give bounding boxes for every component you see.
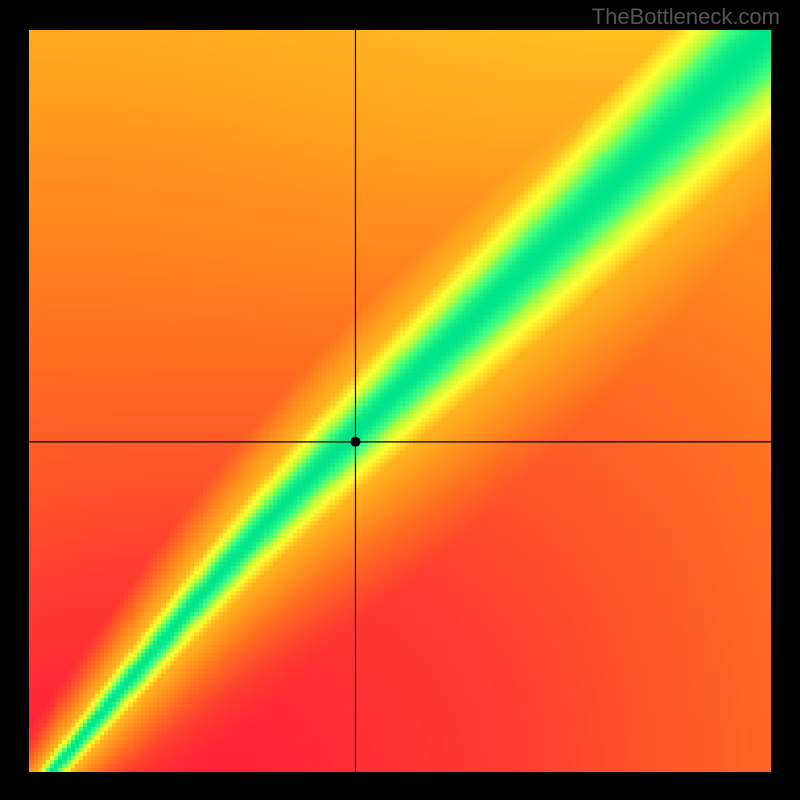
chart-container: TheBottleneck.com [0,0,800,800]
bottleneck-heatmap [29,30,771,772]
watermark-text: TheBottleneck.com [592,4,780,30]
